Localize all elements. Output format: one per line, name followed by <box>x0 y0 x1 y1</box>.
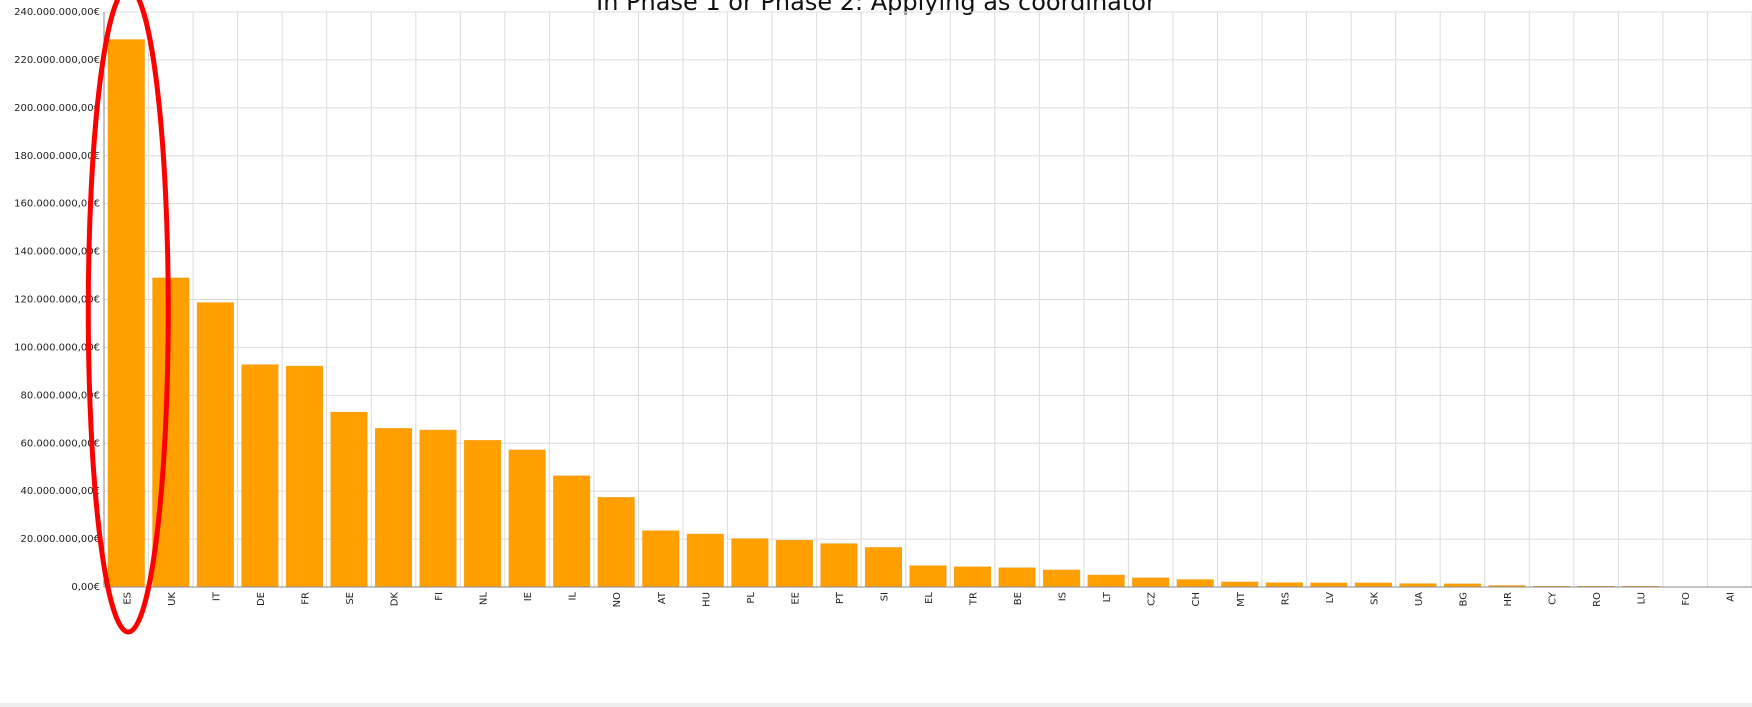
bar-it <box>196 302 234 588</box>
x-tick-label: SI <box>879 592 890 601</box>
y-tick-label: 200.000.000,00€ <box>14 103 100 114</box>
bar-el <box>909 565 947 588</box>
y-axis-tick-labels: 0,00€ 20.000.000,00€ 40.000.000,00€ 60.000.… <box>14 7 100 593</box>
x-tick-label: LT <box>1102 591 1113 602</box>
y-tick-label: 220.000.000,00€ <box>14 55 100 66</box>
annotation-layer <box>85 0 171 635</box>
y-tick-label: 20.000.000,00€ <box>20 534 100 545</box>
x-tick-label: LV <box>1325 592 1336 603</box>
bar-de <box>241 364 279 588</box>
x-tick-label: SE <box>345 592 356 605</box>
x-tick-label: AT <box>657 591 668 604</box>
bar-ie <box>508 449 546 588</box>
x-tick-label: HR <box>1503 592 1514 607</box>
x-tick-label: BG <box>1458 592 1469 606</box>
x-tick-label: CY <box>1548 591 1559 605</box>
x-tick-label: IL <box>568 592 579 601</box>
bar-fr <box>285 365 323 588</box>
bar-sk <box>1354 582 1392 588</box>
y-tick-label: 40.000.000,00€ <box>20 486 100 497</box>
grid-lines <box>103 11 1752 588</box>
bar-tr <box>954 566 992 588</box>
bar-cz <box>1132 577 1170 588</box>
bar-dk <box>375 428 413 588</box>
x-tick-label: ES <box>122 592 133 605</box>
x-tick-label: CH <box>1191 592 1202 607</box>
bar-rs <box>1265 582 1303 588</box>
y-tick-label: 100.000.000,00€ <box>14 342 100 353</box>
bar-be <box>998 567 1036 588</box>
x-tick-label: EL <box>924 592 935 604</box>
bar-ch <box>1176 579 1214 588</box>
x-tick-label: PL <box>746 592 757 604</box>
x-tick-label: NO <box>612 592 623 607</box>
y-tick-label: 80.000.000,00€ <box>20 390 100 401</box>
bar-es <box>107 39 145 588</box>
y-tick-label: 160.000.000,00€ <box>14 199 100 210</box>
x-tick-label: FR <box>300 592 311 605</box>
bar-mt <box>1221 581 1259 588</box>
x-tick-label: UA <box>1414 592 1425 606</box>
bar-nl <box>464 440 502 588</box>
highlight-ellipse <box>85 0 171 635</box>
bar-se <box>330 411 368 588</box>
x-tick-label: FO <box>1681 592 1692 606</box>
bars <box>107 39 1660 588</box>
bar-ua <box>1399 583 1437 588</box>
x-tick-label: UK <box>167 592 178 606</box>
bar-at <box>642 530 680 588</box>
y-tick-label: 240.000.000,00€ <box>14 7 100 18</box>
x-tick-label: EE <box>790 592 801 605</box>
x-tick-label: AI <box>1726 592 1737 602</box>
x-tick-label: LU <box>1637 592 1648 604</box>
y-tick-label: 60.000.000,00€ <box>20 438 100 449</box>
x-tick-label: IE <box>523 592 534 601</box>
bottom-band <box>0 703 1752 707</box>
y-tick-label: 140.000.000,00€ <box>14 247 100 258</box>
x-tick-label: NL <box>479 592 490 605</box>
y-tick-label: 120.000.000,00€ <box>14 295 100 306</box>
bar-pl <box>731 538 769 588</box>
x-tick-label: FI <box>434 592 445 601</box>
x-tick-label: SK <box>1369 592 1380 605</box>
bar-ee <box>775 540 813 588</box>
bar-hu <box>686 533 724 588</box>
x-tick-label: HU <box>701 592 712 607</box>
bar-no <box>597 497 635 588</box>
axes <box>103 12 1752 588</box>
x-tick-label: DE <box>256 592 267 606</box>
y-tick-label: 180.000.000,00€ <box>14 151 100 162</box>
bar-il <box>553 475 591 588</box>
x-tick-label: RO <box>1592 592 1603 607</box>
bar-pt <box>820 543 858 588</box>
x-axis-tick-labels: ES UK IT DE FR SE DK FI NL IE IL NO AT HU PL EE PT SI EL TR… <box>122 591 1736 607</box>
x-tick-label: RS <box>1280 592 1291 605</box>
bar-is <box>1043 569 1081 588</box>
x-tick-label: DK <box>390 592 401 607</box>
bar-lt <box>1087 574 1125 588</box>
bar-si <box>864 547 902 588</box>
x-tick-label: IS <box>1058 592 1069 601</box>
x-tick-label: CZ <box>1147 592 1158 606</box>
x-tick-label: TR <box>969 592 980 606</box>
x-tick-label: IT <box>211 591 222 601</box>
x-tick-label: BE <box>1013 592 1024 605</box>
bar-lv <box>1310 582 1348 588</box>
bar-fi <box>419 429 457 588</box>
x-tick-label: MT <box>1236 591 1247 607</box>
y-tick-label: 0,00€ <box>71 582 100 593</box>
x-tick-label: PT <box>835 591 846 604</box>
